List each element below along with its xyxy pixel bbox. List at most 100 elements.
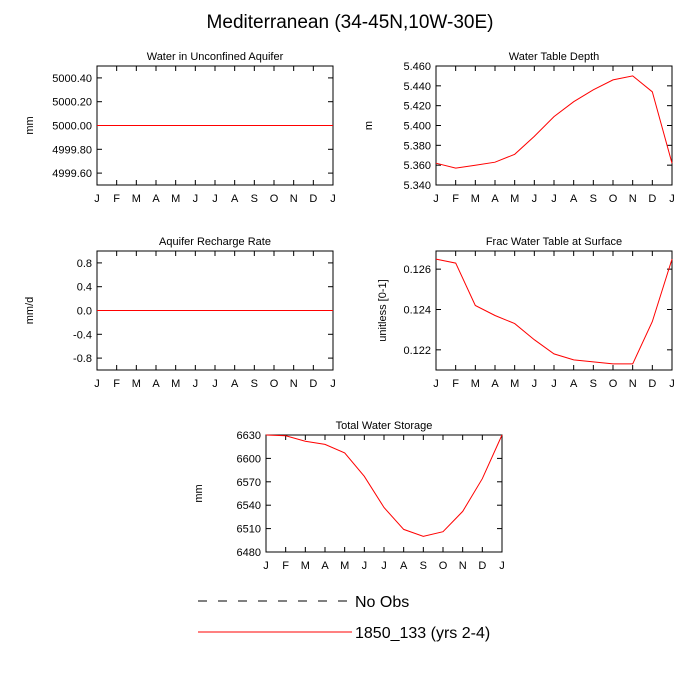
x-tick-label: J <box>532 193 538 205</box>
y-tick-label: 5000.40 <box>52 73 92 85</box>
x-tick-label: N <box>290 378 298 390</box>
x-tick-label: J <box>669 378 675 390</box>
x-tick-label: S <box>420 560 427 572</box>
x-tick-label: N <box>459 560 467 572</box>
x-tick-label: M <box>132 378 141 390</box>
x-tick-label: O <box>439 560 448 572</box>
panel-title: Frac Water Table at Surface <box>486 236 622 248</box>
x-tick-label: O <box>609 378 618 390</box>
x-tick-label: N <box>629 193 637 205</box>
x-tick-label: J <box>94 378 100 390</box>
x-tick-label: A <box>570 378 578 390</box>
x-tick-label: J <box>362 560 368 572</box>
x-tick-label: A <box>152 378 160 390</box>
series-line <box>435 75 673 169</box>
x-tick-label: F <box>282 560 289 572</box>
plot-frame <box>435 250 673 371</box>
y-tick-label: 5.400 <box>403 121 431 133</box>
x-tick-label: D <box>478 560 486 572</box>
y-tick-label: 6510 <box>237 524 261 536</box>
x-tick-label: F <box>452 378 459 390</box>
x-tick-label: J <box>381 560 387 572</box>
x-tick-label: O <box>270 193 279 205</box>
x-tick-label: J <box>499 560 505 572</box>
y-tick-label: 5.420 <box>403 101 431 113</box>
y-tick-label: 6630 <box>237 430 261 442</box>
y-axis-label: mm <box>24 116 36 134</box>
y-tick-label: 5000.00 <box>52 121 92 133</box>
y-tick-label: 4999.80 <box>52 144 92 156</box>
y-tick-label: 0.126 <box>403 264 431 276</box>
x-tick-label: A <box>570 193 578 205</box>
x-tick-label: A <box>491 193 499 205</box>
x-tick-label: D <box>648 378 656 390</box>
y-tick-label: 4999.60 <box>52 168 92 180</box>
x-tick-label: M <box>340 560 349 572</box>
y-tick-label: 6480 <box>237 547 261 559</box>
x-tick-label: D <box>309 193 317 205</box>
panel-title: Water in Unconfined Aquifer <box>147 51 284 63</box>
x-tick-label: A <box>321 560 329 572</box>
y-tick-label: 6600 <box>237 453 261 465</box>
x-tick-label: M <box>301 560 310 572</box>
series-line <box>435 258 673 365</box>
panel-title: Aquifer Recharge Rate <box>159 236 271 248</box>
x-tick-label: S <box>251 193 258 205</box>
y-tick-label: 6570 <box>237 477 261 489</box>
x-tick-label: F <box>452 193 459 205</box>
x-tick-label: N <box>629 378 637 390</box>
plot-frame <box>435 65 673 186</box>
x-tick-label: A <box>152 193 160 205</box>
x-tick-label: J <box>551 193 557 205</box>
x-tick-label: M <box>171 378 180 390</box>
y-tick-label: 5.360 <box>403 160 431 172</box>
x-tick-label: F <box>113 378 120 390</box>
legend-model-label: 1850_133 (yrs 2-4) <box>355 625 490 642</box>
x-tick-label: J <box>330 193 336 205</box>
x-tick-label: A <box>491 378 499 390</box>
y-tick-label: 5.340 <box>403 180 431 192</box>
x-tick-label: S <box>251 378 258 390</box>
x-tick-label: D <box>309 378 317 390</box>
x-tick-label: S <box>590 193 597 205</box>
y-tick-label: -0.8 <box>73 353 92 365</box>
y-tick-label: -0.4 <box>73 329 92 341</box>
y-tick-label: 0.4 <box>77 282 92 294</box>
x-tick-label: J <box>532 378 538 390</box>
y-tick-label: 0.122 <box>403 345 431 357</box>
x-tick-label: J <box>263 560 269 572</box>
legend: No Obs 1850_133 (yrs 2-4) <box>198 594 490 642</box>
panel-title: Total Water Storage <box>336 420 433 432</box>
main-title: Mediterranean (34-45N,10W-30E) <box>206 12 494 33</box>
x-tick-label: A <box>231 193 239 205</box>
x-tick-label: J <box>551 378 557 390</box>
x-tick-label: J <box>433 193 439 205</box>
y-tick-label: 5.380 <box>403 140 431 152</box>
x-tick-label: F <box>113 193 120 205</box>
panel-title: Water Table Depth <box>509 51 600 63</box>
x-tick-label: N <box>290 193 298 205</box>
y-axis-label: unitless [0-1] <box>377 279 389 341</box>
x-tick-label: S <box>590 378 597 390</box>
y-tick-label: 6540 <box>237 500 261 512</box>
x-tick-label: M <box>471 378 480 390</box>
x-tick-label: J <box>669 193 675 205</box>
x-tick-label: A <box>400 560 408 572</box>
y-tick-label: 5.440 <box>403 81 431 93</box>
series-line <box>265 434 503 537</box>
x-tick-label: M <box>510 378 519 390</box>
y-tick-label: 0.0 <box>77 306 92 318</box>
y-tick-label: 5.460 <box>403 61 431 73</box>
x-tick-label: J <box>330 378 336 390</box>
y-axis-label: mm <box>193 484 205 502</box>
x-tick-label: M <box>132 193 141 205</box>
x-tick-label: O <box>270 378 279 390</box>
x-tick-label: J <box>94 193 100 205</box>
x-tick-label: O <box>609 193 618 205</box>
x-tick-label: M <box>510 193 519 205</box>
x-tick-label: M <box>171 193 180 205</box>
plot-frame <box>265 434 503 553</box>
